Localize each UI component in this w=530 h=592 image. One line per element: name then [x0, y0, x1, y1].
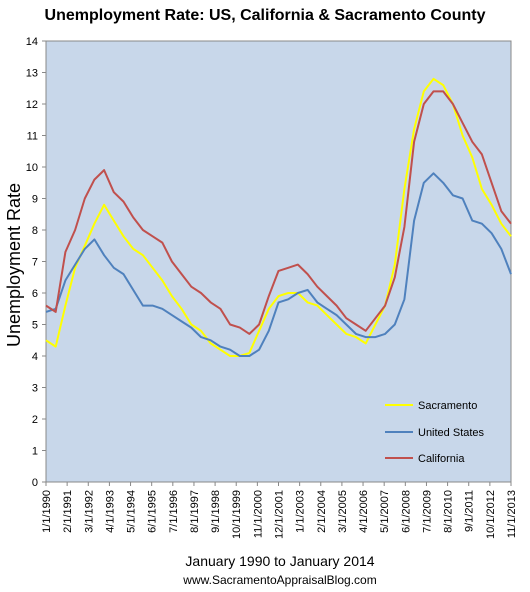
source-credit: www.SacramentoAppraisalBlog.com: [182, 573, 376, 587]
legend: Sacramento United States California: [385, 400, 485, 465]
y-tick-label: 5: [32, 320, 38, 332]
y-tick-label: 1: [32, 446, 38, 458]
y-tick-label: 13: [26, 68, 38, 80]
x-tick-label: 10/1/2012: [485, 490, 497, 539]
x-tick-label: 8/1/1997: [189, 490, 201, 533]
y-tick-label: 0: [32, 477, 38, 489]
legend-label-sacramento: Sacramento: [418, 400, 477, 412]
y-tick-label: 11: [27, 131, 38, 143]
plot-area: [45, 40, 512, 483]
y-tick-label: 3: [32, 383, 38, 395]
x-tick-label: 3/1/1992: [83, 490, 95, 533]
x-tick-label: 6/1/1995: [147, 490, 159, 533]
y-tick-label: 6: [32, 288, 38, 300]
x-axis-label: January 1990 to January 2014: [185, 553, 374, 569]
y-tick-label: 12: [26, 99, 38, 111]
y-tick-label: 4: [32, 351, 38, 363]
y-tick-label: 7: [32, 257, 38, 269]
series-line-sacramento: [45, 77, 512, 357]
x-tick-label: 10/1/1999: [231, 490, 243, 539]
y-axis-label: Unemployment Rate: [4, 183, 24, 347]
y-tick-label: 14: [26, 36, 38, 48]
x-axis: 1/1/1990 2/1/1991 3/1/1992 4/1/1993 5/1/1994…: [41, 481, 518, 539]
x-tick-label: 2/1/2004: [316, 490, 328, 533]
y-tick-label: 8: [32, 225, 38, 237]
x-tick-label: 4/1/1993: [104, 490, 116, 533]
y-tick-label: 9: [32, 194, 38, 206]
chart-title: Unemployment Rate: US, California & Sacr…: [45, 7, 486, 24]
legend-label-california: California: [418, 453, 465, 465]
x-tick-label: 1/1/2003: [295, 490, 307, 533]
x-tick-label: 9/1/1998: [210, 490, 222, 533]
x-tick-label: 8/1/2010: [443, 490, 455, 533]
series-line-california: [45, 90, 512, 335]
x-tick-label: 7/1/2009: [421, 490, 433, 533]
x-tick-label: 5/1/1994: [126, 490, 138, 533]
x-tick-label: 5/1/2007: [379, 490, 391, 533]
x-tick-label: 1/1/1990: [41, 490, 53, 533]
x-tick-label: 7/1/1996: [168, 490, 180, 533]
x-tick-label: 2/1/1991: [62, 490, 74, 533]
x-tick-label: 11/1/2013: [506, 490, 518, 538]
x-tick-label: 11/1/2000: [252, 490, 264, 538]
x-tick-label: 3/1/2005: [337, 490, 349, 533]
x-tick-label: 12/1/2001: [274, 490, 286, 539]
series-line-united-states: [45, 172, 512, 357]
y-tick-label: 10: [26, 162, 38, 174]
x-tick-label: 6/1/2008: [400, 490, 412, 533]
series-lines: [45, 77, 512, 357]
x-tick-label: 9/1/2011: [464, 490, 476, 532]
x-tick-label: 4/1/2006: [358, 490, 370, 533]
y-tick-label: 2: [32, 414, 38, 426]
legend-label-united-states: United States: [418, 427, 485, 439]
